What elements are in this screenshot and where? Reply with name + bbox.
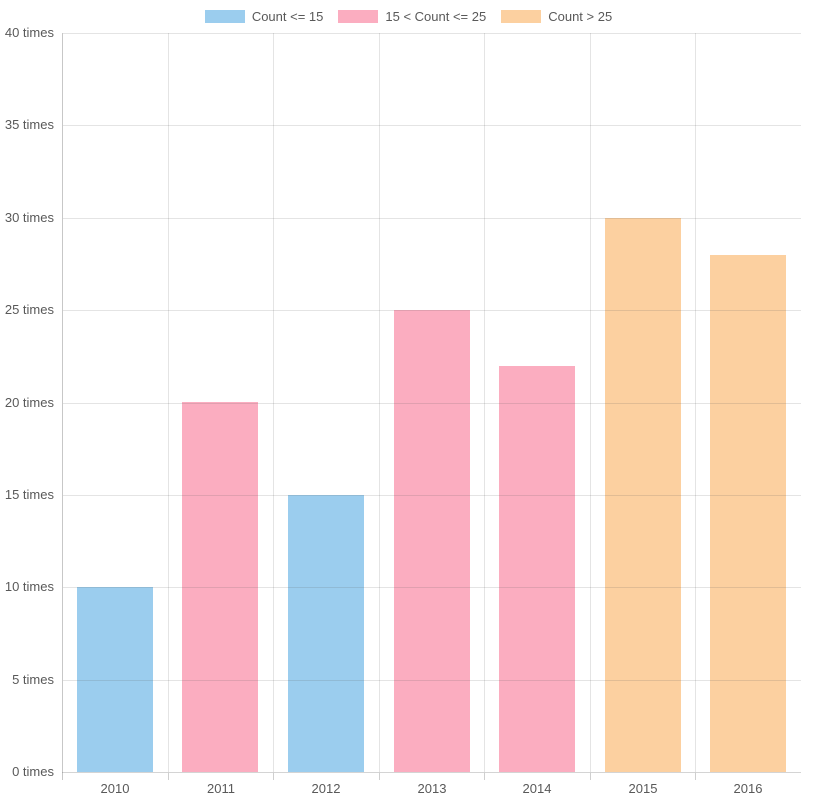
x-axis-tick [484, 772, 485, 780]
x-gridline [590, 33, 591, 772]
y-gridline [62, 125, 801, 126]
bar-2013[interactable] [394, 310, 470, 772]
y-axis-label: 20 times [4, 395, 54, 410]
x-gridline [484, 33, 485, 772]
y-axis-label: 0 times [12, 764, 54, 779]
bar-2015[interactable] [605, 218, 681, 772]
bar-2012[interactable] [288, 495, 364, 772]
x-axis-line [62, 772, 801, 773]
y-axis-label: 5 times [12, 672, 54, 687]
y-axis-label: 15 times [4, 487, 54, 502]
bar-2010[interactable] [77, 587, 153, 772]
legend-swatch [501, 9, 542, 23]
y-axis-label: 25 times [4, 302, 54, 317]
x-gridline [695, 33, 696, 772]
legend-swatch [338, 9, 379, 23]
bar-2016[interactable] [710, 255, 786, 772]
x-axis-label: 2012 [311, 781, 341, 796]
x-axis-label: 2010 [100, 781, 130, 796]
y-axis-label: 35 times [4, 117, 54, 132]
y-gridline [62, 403, 801, 404]
y-axis-label: 30 times [4, 210, 54, 225]
x-axis-label: 2013 [417, 781, 447, 796]
legend-label: 15 < Count <= 25 [385, 8, 487, 24]
y-gridline [62, 218, 801, 219]
x-gridline [379, 33, 380, 772]
x-axis-label: 2015 [628, 781, 658, 796]
x-axis-tick [273, 772, 274, 780]
x-axis-tick [168, 772, 169, 780]
x-axis-tick [590, 772, 591, 780]
y-gridline [62, 680, 801, 681]
legend-label: Count > 25 [548, 8, 613, 24]
x-axis-tick [379, 772, 380, 780]
y-gridline [62, 310, 801, 311]
y-gridline [62, 33, 801, 34]
y-axis-line [62, 33, 63, 780]
x-gridline [168, 33, 169, 772]
legend-item-2[interactable]: Count > 25 [501, 9, 612, 24]
y-axis-label: 10 times [4, 579, 54, 594]
y-gridline [62, 587, 801, 588]
legend-item-0[interactable]: Count <= 15 [204, 8, 324, 24]
chart-legend: Count <= 15 15 < Count <= 25 Count > 25 [0, 6, 817, 26]
bar-2014[interactable] [499, 366, 575, 772]
legend-item-1[interactable]: 15 < Count <= 25 [338, 9, 486, 24]
y-gridline [62, 495, 801, 496]
x-axis-label: 2011 [207, 781, 235, 796]
x-axis-label: 2014 [522, 781, 552, 796]
legend-label: Count <= 15 [251, 8, 324, 24]
y-axis-label: 40 times [4, 25, 54, 40]
x-gridline [273, 33, 274, 772]
bar-2011[interactable] [182, 402, 258, 772]
legend-swatch [204, 9, 245, 23]
x-axis-tick [695, 772, 696, 780]
x-axis-label: 2016 [733, 781, 763, 796]
